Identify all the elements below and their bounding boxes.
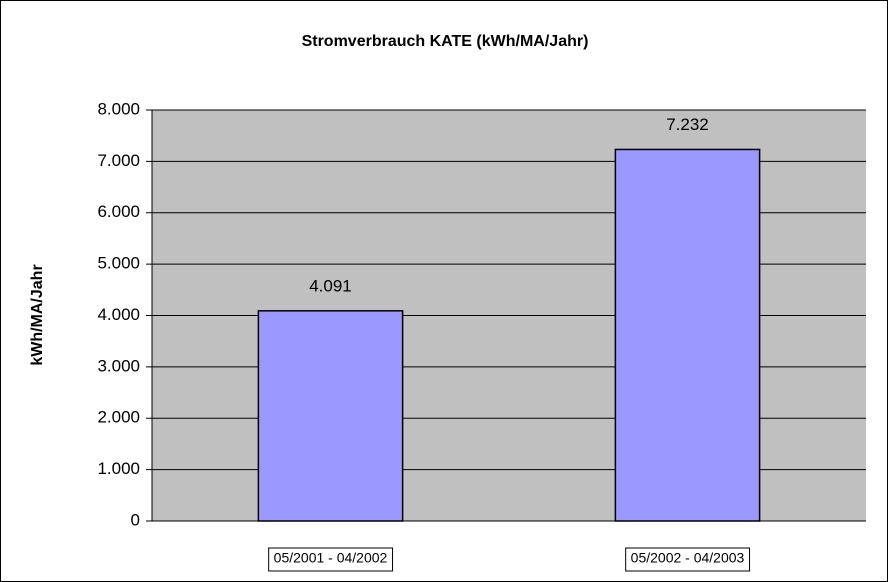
data-label: 7.232: [666, 115, 709, 134]
y-tick-label: 3.000: [97, 356, 140, 375]
y-tick-label: 6.000: [97, 202, 140, 221]
y-tick-label: 8.000: [97, 99, 140, 118]
y-tick-label: 7.000: [97, 151, 140, 170]
y-axis-title: kWh/MA/Jahr: [29, 264, 46, 365]
chart-title: Stromverbrauch KATE (kWh/MA/Jahr): [302, 33, 589, 50]
x-label-box: [625, 547, 751, 572]
bar: [257, 310, 404, 522]
x-label-box: [268, 547, 394, 572]
y-tick-label: 0: [131, 510, 140, 529]
x-tick-label: 05/2001 - 04/2002: [274, 550, 388, 566]
x-tick-label: 05/2002 - 04/2003: [631, 550, 745, 566]
y-tick-label: 2.000: [97, 408, 140, 427]
y-tick-label: 4.000: [97, 305, 140, 324]
y-tick-label: 5.000: [97, 254, 140, 273]
y-tick-label: 1.000: [97, 459, 140, 478]
bar: [614, 148, 761, 522]
data-label: 4.091: [309, 276, 352, 295]
